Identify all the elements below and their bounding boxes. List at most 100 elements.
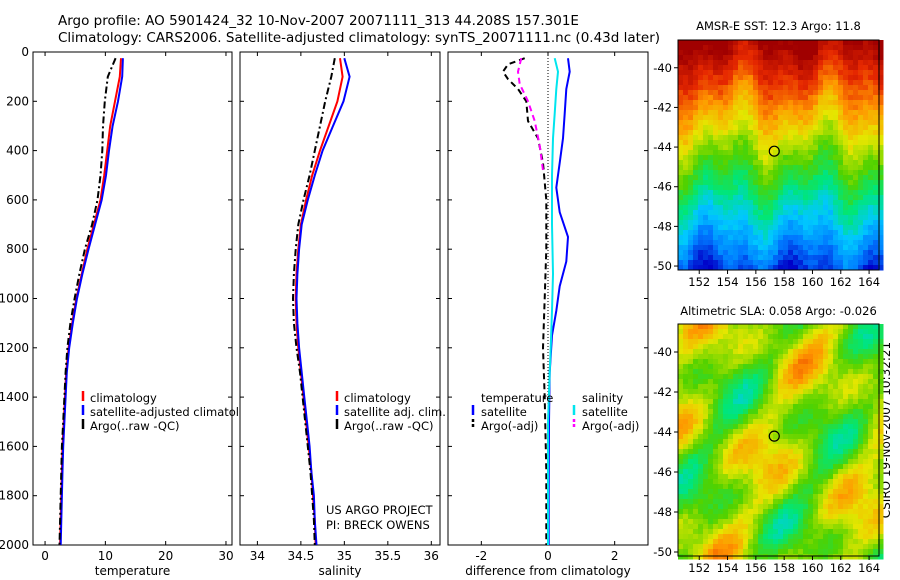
map-cell xyxy=(708,324,714,330)
map-cell xyxy=(818,549,824,555)
map-cell xyxy=(848,339,854,345)
map-cell xyxy=(743,180,749,186)
map-cell xyxy=(693,95,699,101)
map-cell xyxy=(733,235,739,241)
map-cell xyxy=(823,85,829,91)
map-cell xyxy=(708,190,714,196)
map-cell xyxy=(683,419,689,425)
map-cell xyxy=(763,75,769,81)
map-cell xyxy=(743,170,749,176)
map-cell xyxy=(788,454,794,460)
map-cell xyxy=(688,554,694,560)
map-cell xyxy=(693,215,699,221)
map-cell xyxy=(683,175,689,181)
map-cell xyxy=(763,484,769,490)
map-cell xyxy=(728,165,734,171)
map-cell xyxy=(743,549,749,555)
map-cell xyxy=(738,499,744,505)
series-line xyxy=(295,57,351,545)
map-cell xyxy=(788,514,794,520)
map-cell xyxy=(828,334,834,340)
map-cell xyxy=(753,215,759,221)
map-cell xyxy=(858,529,864,535)
map-cell xyxy=(703,529,709,535)
map-cell xyxy=(738,180,744,186)
map-cell xyxy=(743,220,749,226)
map-cell xyxy=(743,150,749,156)
map-cell xyxy=(778,479,784,485)
map-cell xyxy=(868,454,874,460)
map-cell xyxy=(703,514,709,520)
map-cell xyxy=(828,384,834,390)
map-cell xyxy=(728,364,734,370)
map-cell xyxy=(688,235,694,241)
map-cell xyxy=(823,419,829,425)
map-cell xyxy=(703,479,709,485)
map-cell xyxy=(788,240,794,246)
map-cell xyxy=(813,45,819,51)
map-cell xyxy=(728,554,734,560)
map-cell xyxy=(728,115,734,121)
map-cell xyxy=(698,70,704,76)
map-cell xyxy=(803,135,809,141)
map-cell xyxy=(828,549,834,555)
map-cell xyxy=(768,409,774,415)
map-cell xyxy=(803,50,809,56)
map-cell xyxy=(683,454,689,460)
map-cell xyxy=(803,489,809,495)
map-cell xyxy=(858,225,864,231)
map-cell xyxy=(818,384,824,390)
map-cell xyxy=(773,265,779,271)
map-cell xyxy=(808,115,814,121)
map-cell xyxy=(853,379,859,385)
map-cell xyxy=(718,544,724,550)
map-cell xyxy=(688,344,694,350)
map-title: AMSR-E SST: 12.3 Argo: 11.8 xyxy=(696,19,861,33)
map-cell xyxy=(758,40,764,46)
map-cell xyxy=(823,354,829,360)
map-cell xyxy=(683,539,689,545)
map-cell xyxy=(688,484,694,490)
map-cell xyxy=(878,504,884,510)
map-cell xyxy=(863,544,869,550)
map-cell xyxy=(823,539,829,545)
map-cell xyxy=(818,180,824,186)
map-cell xyxy=(683,389,689,395)
map-cell xyxy=(878,494,884,500)
map-cell xyxy=(868,494,874,500)
map-cell xyxy=(823,444,829,450)
map-cell xyxy=(843,110,849,116)
map-cell xyxy=(808,549,814,555)
map-cell xyxy=(823,105,829,111)
map-cell xyxy=(783,439,789,445)
map-cell xyxy=(698,235,704,241)
map-cell xyxy=(783,185,789,191)
map-cell xyxy=(848,379,854,385)
map-cell xyxy=(683,324,689,330)
map-cell xyxy=(743,374,749,380)
map-cell xyxy=(768,434,774,440)
map-cell xyxy=(803,324,809,330)
map-cell xyxy=(698,514,704,520)
map-cell xyxy=(693,419,699,425)
map-cell xyxy=(758,529,764,535)
map-cell xyxy=(713,334,719,340)
map-cell xyxy=(708,95,714,101)
map-cell xyxy=(763,339,769,345)
x-tick-label: 154 xyxy=(717,275,739,289)
map-cell xyxy=(873,484,879,490)
map-cell xyxy=(768,220,774,226)
map-cell xyxy=(828,145,834,151)
map-cell xyxy=(808,185,814,191)
map-cell xyxy=(718,100,724,106)
map-cell xyxy=(853,394,859,400)
map-cell xyxy=(873,424,879,430)
map-cell xyxy=(778,110,784,116)
map-cell xyxy=(748,110,754,116)
map-cell xyxy=(848,489,854,495)
map-cell xyxy=(878,444,884,450)
map-cell xyxy=(718,70,724,76)
map-cell xyxy=(698,359,704,365)
map-cell xyxy=(763,125,769,131)
map-cell xyxy=(748,240,754,246)
